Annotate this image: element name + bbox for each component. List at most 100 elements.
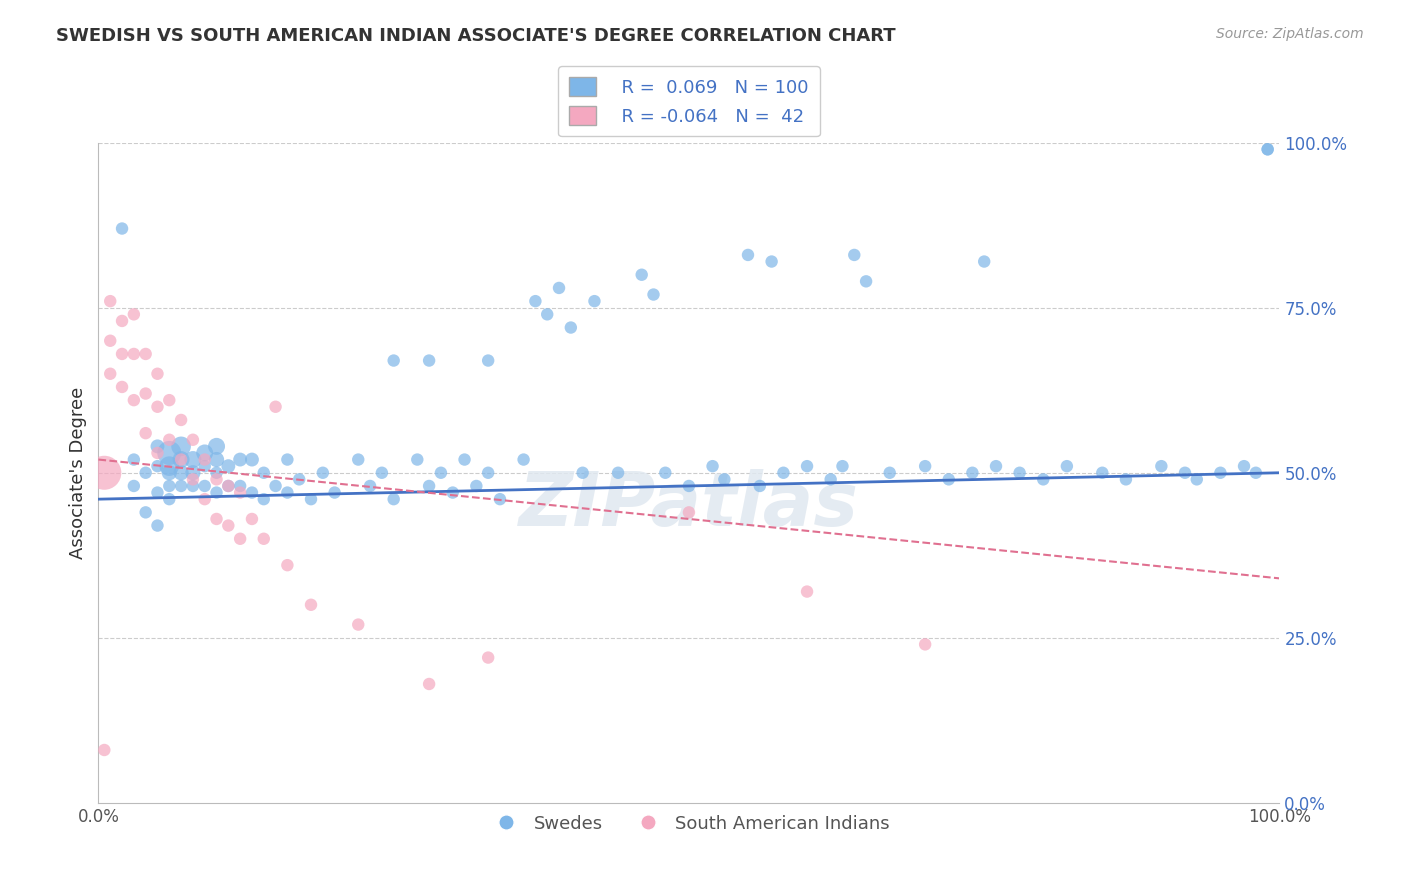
Point [678, 505, 700, 519]
Point [1209, 466, 1232, 480]
Point [253, 492, 276, 507]
Point [253, 466, 276, 480]
Point [98, 367, 121, 381]
Point [205, 439, 228, 453]
Point [914, 459, 936, 474]
Point [93, 743, 115, 757]
Text: ZIPatlas: ZIPatlas [519, 469, 859, 542]
Point [844, 248, 866, 262]
Point [135, 347, 157, 361]
Point [761, 254, 783, 268]
Point [240, 485, 263, 500]
Point [312, 466, 335, 480]
Point [548, 281, 571, 295]
Point [418, 479, 440, 493]
Point [122, 347, 145, 361]
Point [135, 466, 157, 480]
Point [111, 347, 134, 361]
Point [288, 472, 311, 486]
Point [938, 472, 960, 486]
Point [713, 472, 735, 486]
Point [157, 466, 180, 480]
Point [382, 492, 405, 507]
Point [194, 492, 217, 507]
Point [229, 485, 252, 500]
Point [276, 558, 298, 573]
Point [299, 492, 322, 507]
Point [477, 466, 499, 480]
Point [157, 433, 180, 447]
Point [170, 452, 193, 467]
Point [122, 307, 145, 321]
Point [146, 439, 169, 453]
Point [217, 479, 239, 493]
Point [240, 512, 263, 526]
Point [1174, 466, 1197, 480]
Point [135, 426, 157, 441]
Point [477, 353, 499, 368]
Point [205, 452, 228, 467]
Point [406, 452, 429, 467]
Point [772, 466, 794, 480]
Point [205, 466, 228, 480]
Point [111, 380, 134, 394]
Point [359, 479, 381, 493]
Point [240, 452, 263, 467]
Y-axis label: Associate's Degree: Associate's Degree [69, 386, 87, 559]
Point [217, 459, 239, 474]
Text: Source: ZipAtlas.com: Source: ZipAtlas.com [1216, 27, 1364, 41]
Point [217, 479, 239, 493]
Point [536, 307, 558, 321]
Point [323, 485, 346, 500]
Point [512, 452, 534, 467]
Point [253, 532, 276, 546]
Point [170, 479, 193, 493]
Point [98, 334, 121, 348]
Point [1150, 459, 1173, 474]
Point [1091, 466, 1114, 480]
Point [264, 400, 287, 414]
Point [111, 221, 134, 235]
Point [181, 466, 204, 480]
Point [796, 584, 818, 599]
Point [984, 459, 1007, 474]
Point [643, 287, 665, 301]
Point [170, 439, 193, 453]
Point [855, 274, 877, 288]
Point [157, 393, 180, 408]
Point [879, 466, 901, 480]
Point [1032, 472, 1054, 486]
Point [1185, 472, 1208, 486]
Point [276, 452, 298, 467]
Point [194, 452, 217, 467]
Point [1233, 459, 1256, 474]
Point [914, 637, 936, 651]
Point [194, 459, 217, 474]
Point [122, 393, 145, 408]
Point [299, 598, 322, 612]
Point [146, 400, 169, 414]
Point [181, 472, 204, 486]
Point [157, 459, 180, 474]
Point [205, 472, 228, 486]
Point [347, 452, 370, 467]
Point [430, 466, 453, 480]
Point [962, 466, 984, 480]
Point [347, 617, 370, 632]
Point [382, 353, 405, 368]
Point [737, 248, 759, 262]
Text: SWEDISH VS SOUTH AMERICAN INDIAN ASSOCIATE'S DEGREE CORRELATION CHART: SWEDISH VS SOUTH AMERICAN INDIAN ASSOCIA… [56, 27, 896, 45]
Point [157, 492, 180, 507]
Point [181, 433, 204, 447]
Point [453, 452, 475, 467]
Point [217, 518, 239, 533]
Point [170, 452, 193, 467]
Point [205, 512, 228, 526]
Point [205, 485, 228, 500]
Point [276, 485, 298, 500]
Point [93, 466, 115, 480]
Point [418, 353, 440, 368]
Point [477, 650, 499, 665]
Point [135, 505, 157, 519]
Point [194, 446, 217, 460]
